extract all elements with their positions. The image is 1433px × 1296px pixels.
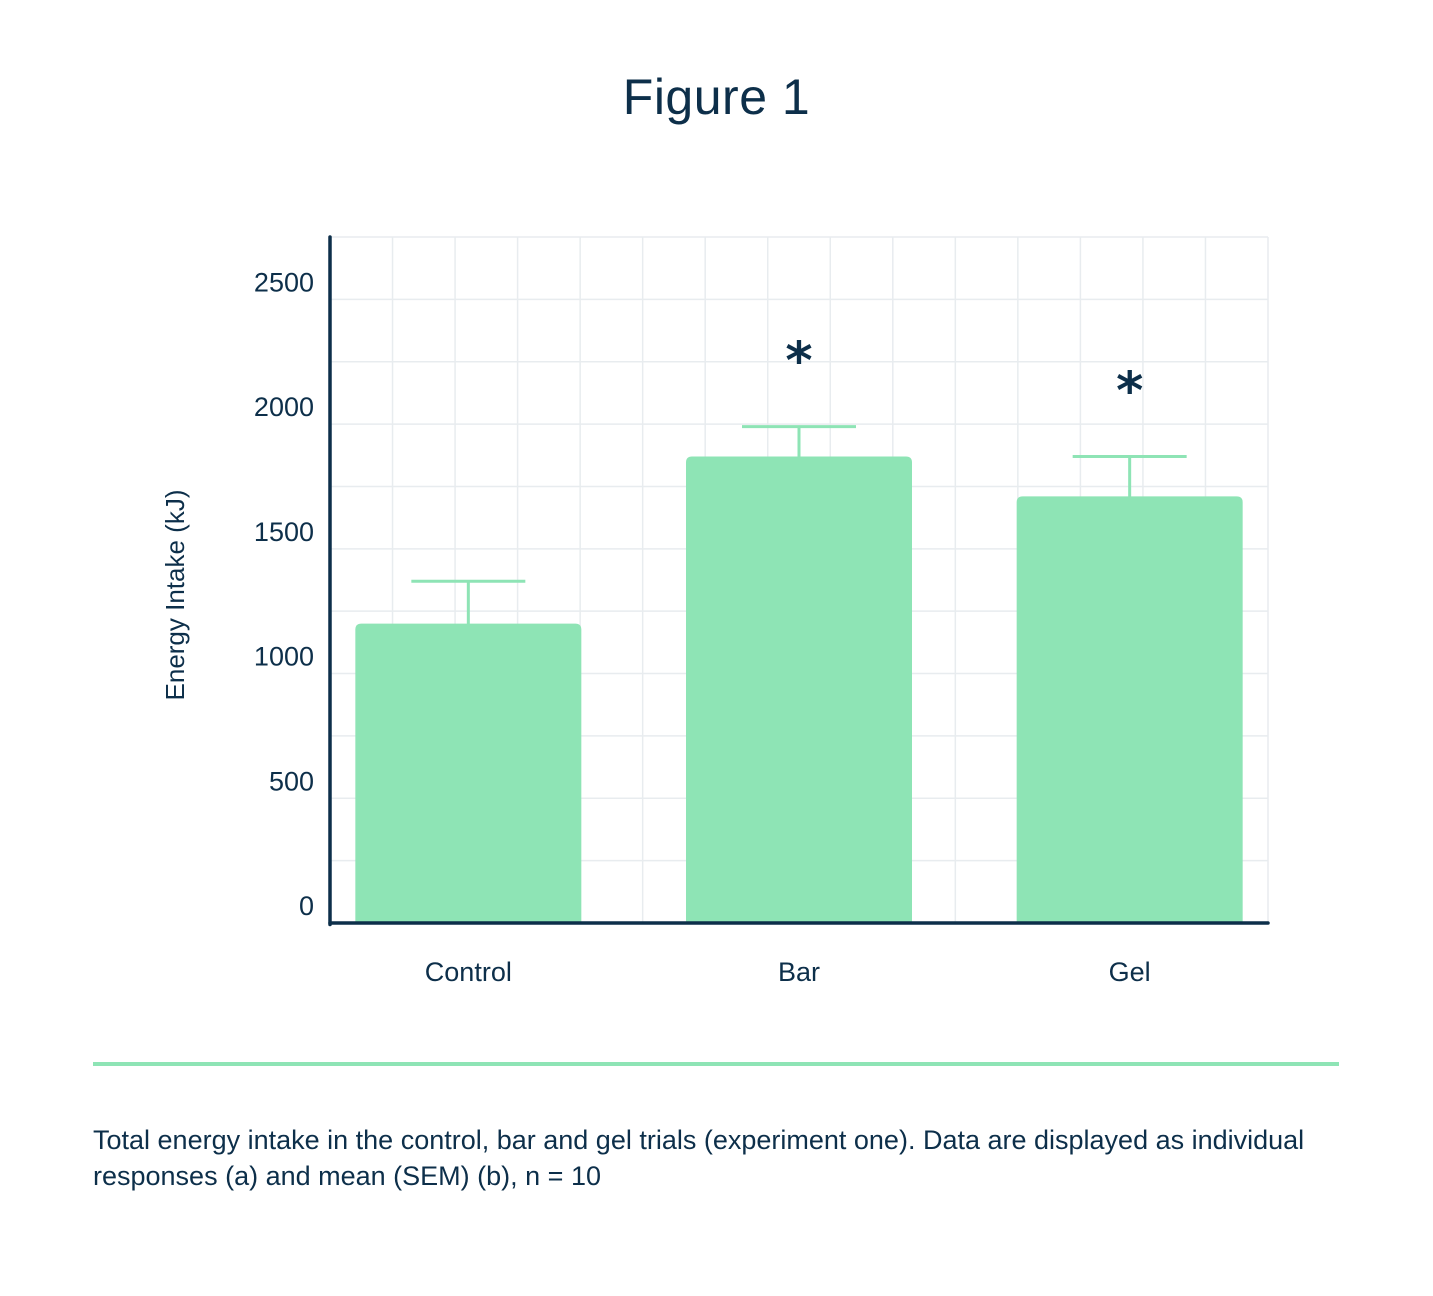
divider-line bbox=[93, 1062, 1339, 1066]
axis-layer bbox=[328, 235, 1270, 927]
bar-bar bbox=[686, 456, 912, 923]
bar-control bbox=[355, 623, 582, 923]
y-axis-label: Energy Intake (kJ) bbox=[160, 490, 190, 701]
y-tick-label: 1500 bbox=[254, 517, 314, 547]
bars-layer bbox=[355, 425, 1243, 923]
y-tick-label: 0 bbox=[299, 891, 314, 921]
bar-gel bbox=[1016, 496, 1243, 923]
bar-chart: Control * Bar * Gel 0 500 1000 1500 2000 2500 Energ… bbox=[160, 235, 1270, 987]
y-tick-label: 500 bbox=[269, 766, 314, 796]
x-tick-label: Gel bbox=[1109, 957, 1151, 987]
significance-marker: * bbox=[1116, 362, 1143, 422]
x-tick-label: Control bbox=[425, 957, 512, 987]
significance-marker: * bbox=[785, 332, 812, 392]
y-tick-label: 2500 bbox=[254, 267, 314, 297]
figure-title: Figure 1 bbox=[622, 69, 811, 125]
y-tick-label: 1000 bbox=[254, 642, 314, 672]
x-tick-label: Bar bbox=[778, 957, 820, 987]
labels-layer: Control * Bar * Gel 0 500 1000 1500 2000 2500 Energ… bbox=[160, 267, 1151, 987]
y-tick-label: 2000 bbox=[254, 392, 314, 422]
figure-caption: Total energy intake in the control, bar … bbox=[93, 1125, 1305, 1191]
